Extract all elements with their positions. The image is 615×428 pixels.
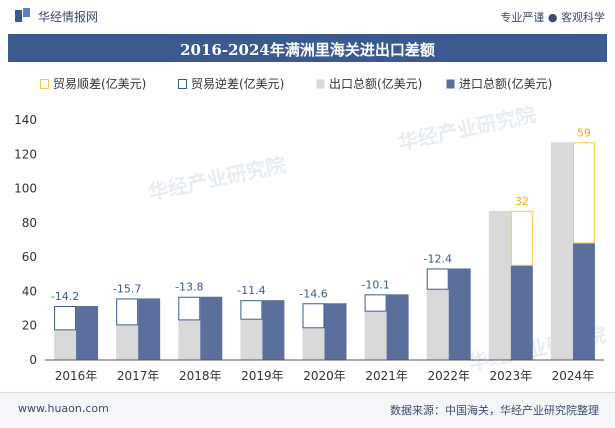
x-tick-label: 2019年	[241, 369, 284, 383]
balance-label: 59	[577, 126, 591, 139]
legend-label: 贸易顺差(亿美元)	[53, 76, 146, 91]
x-tick-label: 2021年	[365, 369, 408, 383]
y-tick-label: 120	[14, 147, 37, 161]
watermark-text: 华经产业研究院	[146, 152, 288, 205]
export-bar	[426, 289, 449, 360]
balance-label: -10.1	[361, 278, 389, 291]
balance-label: 32	[515, 195, 529, 208]
balance-label: -14.6	[299, 287, 327, 300]
title-bar: 2016-2024年满洲里海关进出口差额	[8, 34, 607, 62]
balance-label: -15.7	[113, 282, 141, 295]
footer: www.huaon.com 数据来源：中国海关，华经产业研究院整理	[0, 392, 615, 428]
import-bar	[200, 296, 223, 360]
export-bar	[116, 325, 139, 360]
chart-title: 2016-2024年满洲里海关进出口差额	[180, 41, 435, 59]
surplus-bar	[572, 142, 595, 244]
import-bar	[138, 298, 161, 360]
balance-label: -12.4	[423, 252, 451, 265]
x-tick-label: 2018年	[179, 369, 222, 383]
deficit-bar	[116, 298, 139, 326]
chart: 华经产业研究院华经产业研究院华经产业研究院020406080100120140-…	[14, 76, 608, 383]
export-bar	[488, 210, 511, 360]
import-bar	[572, 243, 595, 360]
legend-label: 进口总额(亿美元)	[459, 76, 552, 91]
brand-logo-icon	[15, 8, 30, 22]
x-tick-label: 2022年	[427, 369, 470, 383]
legend-swatch	[40, 79, 49, 89]
deficit-bar	[240, 300, 263, 320]
deficit-bar	[426, 268, 449, 290]
y-tick-label: 140	[14, 113, 37, 127]
x-tick-label: 2024年	[552, 369, 595, 383]
deficit-bar	[178, 296, 201, 321]
brand[interactable]: 华经情报网	[14, 7, 98, 25]
x-tick-label: 2017年	[117, 369, 160, 383]
surplus-bar	[510, 210, 533, 266]
balance-label: -14.2	[51, 290, 79, 303]
export-bar	[54, 330, 77, 360]
x-tick-label: 2016年	[55, 369, 98, 383]
watermark-text: 华经产业研究院	[396, 102, 538, 155]
import-bar	[324, 303, 347, 360]
deficit-bar	[54, 306, 77, 331]
balance-label: -13.8	[175, 281, 203, 294]
data-source: 数据来源：中国海关，华经产业研究院整理	[390, 404, 599, 417]
import-bar	[76, 306, 99, 360]
deficit-bar	[364, 294, 387, 312]
website-link[interactable]: www.huaon.com	[18, 402, 109, 415]
legend-swatch	[446, 79, 455, 89]
export-bar	[550, 142, 573, 360]
tagline: 专业严谨 ● 客观科学	[500, 11, 605, 24]
legend-swatch	[178, 79, 187, 89]
export-bar	[302, 328, 325, 360]
y-tick-label: 20	[22, 319, 37, 333]
balance-label: -11.4	[237, 284, 265, 297]
export-bar	[364, 311, 387, 360]
brand-name: 华经情报网	[38, 9, 99, 24]
top-bar: 华经情报网 专业严谨 ● 客观科学	[0, 0, 615, 34]
legend-label: 贸易逆差(亿美元)	[191, 76, 284, 91]
y-tick-label: 100	[14, 182, 37, 196]
import-bar	[262, 300, 285, 360]
import-bar	[448, 268, 471, 360]
import-bar	[386, 294, 409, 360]
y-tick-label: 80	[22, 216, 37, 230]
legend-label: 出口总额(亿美元)	[329, 76, 422, 91]
x-tick-label: 2023年	[490, 369, 533, 383]
y-tick-label: 40	[22, 284, 37, 298]
y-tick-label: 0	[29, 353, 37, 367]
import-bar	[510, 265, 533, 360]
x-tick-label: 2020年	[303, 369, 346, 383]
deficit-bar	[302, 303, 325, 329]
y-tick-label: 60	[22, 250, 37, 264]
export-bar	[240, 319, 263, 360]
export-bar	[178, 320, 201, 360]
legend-swatch	[316, 79, 325, 89]
